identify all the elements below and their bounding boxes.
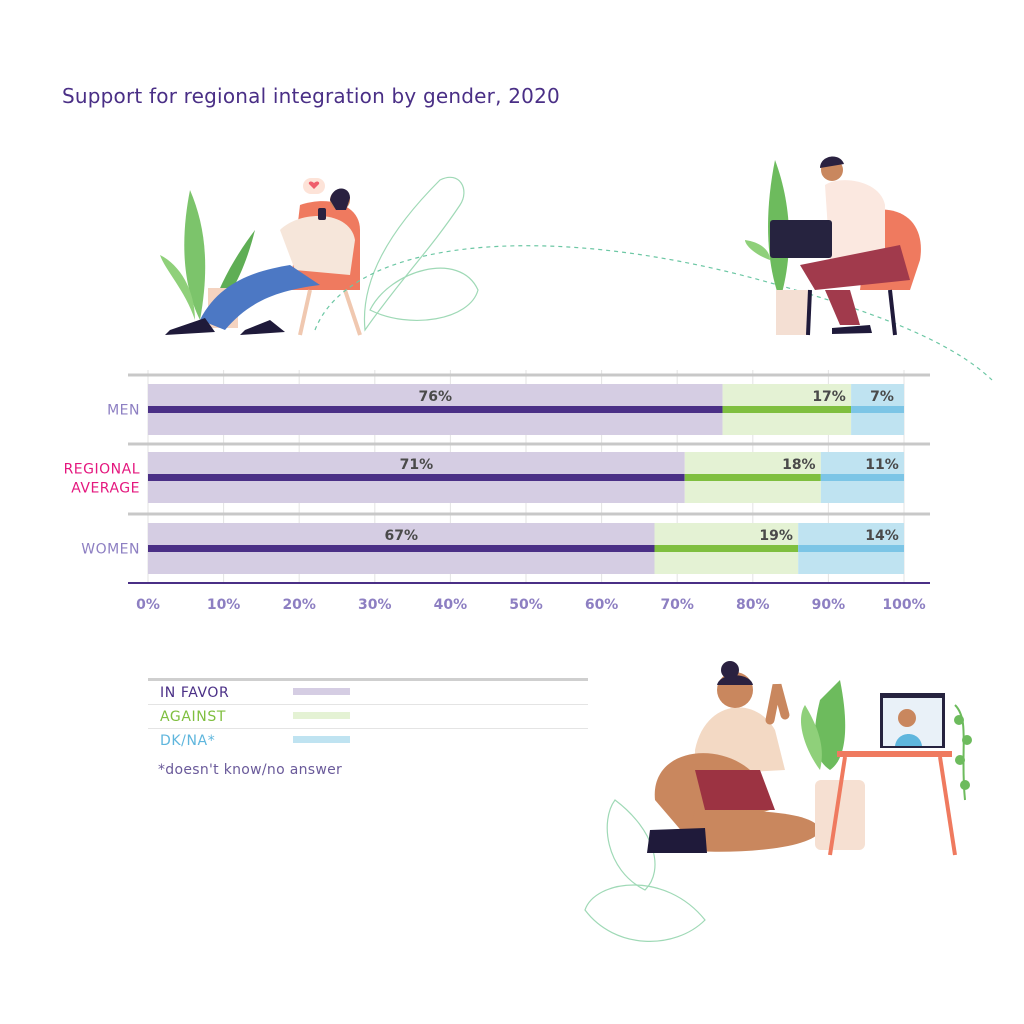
x-tick-label: 100% <box>882 597 925 613</box>
legend-item-label: IN FAVOR <box>160 685 230 701</box>
category-label: REGIONAL AVERAGE <box>64 462 140 497</box>
data-label: 14% <box>865 528 899 544</box>
category-label: WOMEN <box>81 542 140 558</box>
bar-segment-line <box>722 406 852 413</box>
bar-segment-line <box>148 474 685 481</box>
data-label: 19% <box>759 528 793 544</box>
man-with-phone-illustration <box>160 176 479 336</box>
x-tick-label: 70% <box>660 597 694 613</box>
bar-segment-line <box>851 406 904 413</box>
legend: IN FAVOR AGAINST DK/NA* <box>148 678 588 752</box>
x-tick-label: 80% <box>736 597 770 613</box>
x-tick-label: 0% <box>136 597 160 613</box>
x-tick-label: 90% <box>812 597 846 613</box>
x-tick-label: 30% <box>358 597 392 613</box>
x-tick-label: 60% <box>585 597 619 613</box>
x-tick-label: 20% <box>282 597 316 613</box>
chart-title: Support for regional integration by gend… <box>62 84 560 108</box>
data-label: 71% <box>400 457 434 473</box>
data-label: 76% <box>419 389 453 405</box>
data-label: 11% <box>865 457 899 473</box>
bar-segment-line <box>820 474 904 481</box>
data-label: 18% <box>782 457 816 473</box>
category-label: MEN <box>107 403 140 419</box>
legend-item-label: AGAINST <box>160 709 226 725</box>
x-tick-label: 40% <box>434 597 468 613</box>
legend-item: IN FAVOR <box>148 678 588 704</box>
legend-swatch <box>293 736 350 743</box>
bar-segment-line <box>684 474 821 481</box>
bar-segment-line <box>148 406 723 413</box>
data-label: 7% <box>870 389 894 405</box>
x-tick-label: 50% <box>509 597 543 613</box>
woman-video-call-illustration <box>584 661 972 942</box>
legend-swatch <box>293 712 350 719</box>
bar-segment-line <box>798 545 904 552</box>
legend-item: AGAINST <box>148 704 588 728</box>
legend-item-label: DK/NA* <box>160 733 216 749</box>
man-with-laptop-illustration <box>745 156 921 336</box>
legend-item: DK/NA* <box>148 728 588 752</box>
data-label: 17% <box>812 389 846 405</box>
dashed-arc-decoration <box>314 245 993 381</box>
bar-segment-line <box>148 545 655 552</box>
x-tick-label: 10% <box>207 597 241 613</box>
data-label: 67% <box>385 528 419 544</box>
legend-swatch <box>293 688 350 695</box>
bar-segment-line <box>654 545 799 552</box>
legend-footnote: *doesn't know/no answer <box>158 762 343 778</box>
